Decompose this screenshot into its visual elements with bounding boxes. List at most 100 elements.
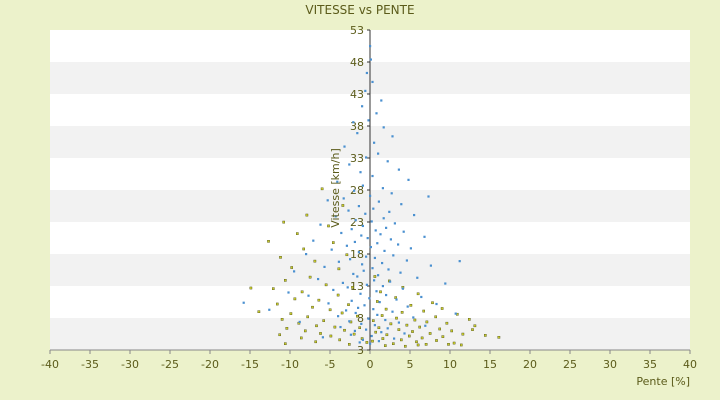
data-point (350, 228, 353, 231)
data-point (369, 45, 372, 48)
data-point (378, 301, 381, 304)
data-point (365, 71, 368, 75)
data-point (386, 327, 389, 330)
x-tick-label: 40 (683, 358, 697, 371)
x-tick-label: 0 (367, 358, 374, 371)
data-point (388, 210, 391, 213)
data-point (360, 322, 363, 325)
x-tick-label: -30 (121, 358, 139, 371)
data-point (427, 195, 430, 198)
data-point (357, 306, 360, 309)
data-point (454, 312, 457, 315)
data-point (404, 344, 407, 348)
data-point (351, 286, 354, 289)
data-point (322, 319, 326, 322)
data-point (371, 339, 374, 343)
data-point (418, 325, 422, 329)
data-point (424, 343, 428, 346)
data-point (434, 315, 438, 319)
data-point (327, 224, 330, 228)
data-point (352, 121, 355, 124)
data-point (405, 259, 408, 262)
data-point (345, 253, 349, 257)
data-point (276, 302, 279, 306)
data-point (473, 324, 477, 328)
data-point (319, 223, 322, 226)
data-point (420, 336, 424, 340)
data-point (367, 317, 370, 320)
data-point (334, 215, 337, 218)
data-point (484, 334, 487, 337)
data-point (381, 285, 384, 288)
data-point (267, 239, 270, 243)
data-point (409, 247, 412, 250)
data-point (362, 269, 365, 272)
data-point (375, 290, 378, 293)
data-point (353, 240, 356, 244)
data-point (343, 328, 346, 332)
data-point (385, 333, 389, 337)
data-point (389, 322, 393, 326)
data-point (411, 330, 414, 333)
data-point (287, 291, 290, 294)
data-point (357, 205, 360, 208)
data-point (290, 266, 294, 269)
data-point (377, 152, 380, 155)
data-point (317, 298, 321, 302)
data-point (425, 320, 429, 324)
data-point (356, 314, 359, 318)
data-point (405, 323, 409, 327)
data-point (369, 58, 372, 61)
x-tick-label: 10 (443, 358, 457, 371)
data-point (385, 293, 388, 297)
data-point (353, 189, 356, 192)
y-tick-label: 48 (350, 56, 364, 69)
data-point (319, 332, 322, 335)
data-point (279, 256, 282, 259)
data-point (381, 187, 384, 190)
data-point (293, 270, 296, 273)
data-point (326, 199, 329, 202)
data-point (497, 336, 501, 339)
data-point (365, 283, 368, 286)
data-point (402, 230, 405, 233)
data-point (346, 286, 349, 289)
data-point (312, 239, 315, 242)
data-point (384, 318, 387, 322)
data-point (393, 337, 396, 340)
data-point (327, 302, 330, 305)
data-point (330, 248, 333, 251)
data-point (372, 319, 375, 322)
data-point (321, 336, 324, 339)
data-point (272, 287, 275, 290)
data-point (368, 297, 371, 300)
data-point (347, 209, 350, 212)
x-tick-label: -20 (201, 358, 219, 371)
x-tick-label: 25 (563, 358, 577, 371)
data-point (380, 331, 383, 334)
data-point (382, 126, 385, 129)
x-tick-label: -15 (241, 358, 259, 371)
data-point (397, 321, 400, 324)
data-point (341, 281, 344, 284)
y-axis-label: Vitesse [km/h] (329, 148, 342, 228)
data-point (386, 160, 389, 163)
data-point (293, 297, 297, 301)
y-tick-label: 8 (357, 312, 364, 325)
data-point (361, 224, 364, 228)
data-point (359, 292, 362, 295)
data-point (354, 311, 357, 315)
data-point (345, 244, 348, 247)
data-point (409, 304, 413, 307)
data-point (323, 265, 326, 268)
data-point (377, 274, 380, 277)
x-tick-label: 15 (483, 358, 497, 371)
data-point (324, 283, 328, 287)
data-point (249, 286, 253, 290)
data-point (435, 302, 438, 306)
data-point (361, 105, 364, 108)
data-point (366, 237, 369, 240)
data-point (305, 253, 308, 256)
data-point (340, 311, 344, 315)
